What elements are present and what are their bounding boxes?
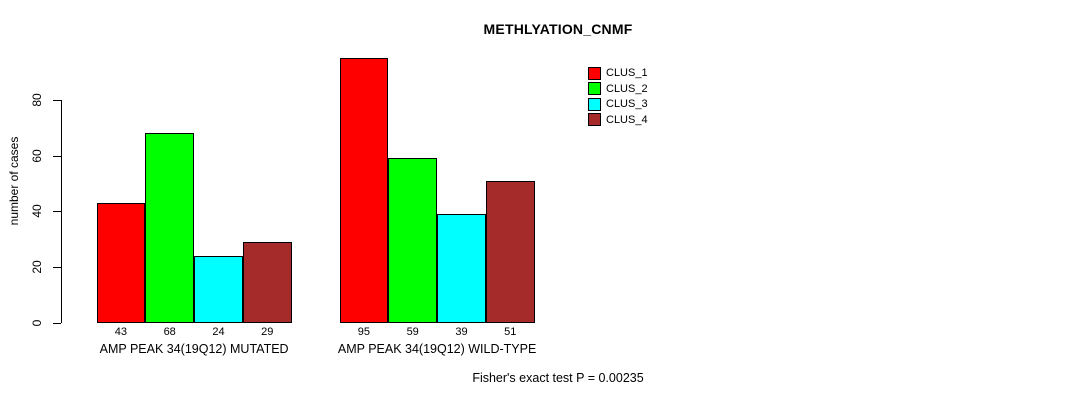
bar-value-label: 29 bbox=[261, 325, 274, 338]
legend-swatch-clus_2 bbox=[588, 82, 601, 95]
y-axis-label: number of cases bbox=[7, 136, 21, 226]
bar-value-label: 39 bbox=[455, 325, 468, 338]
legend-swatch-clus_3 bbox=[588, 97, 601, 111]
y-axis-tick bbox=[53, 211, 61, 213]
fisher-test-annotation: Fisher's exact test P = 0.00235 bbox=[472, 371, 644, 385]
y-axis-tick-label: 40 bbox=[30, 204, 44, 218]
group-label-2: AMP PEAK 34(19Q12) WILD-TYPE bbox=[337, 341, 537, 356]
y-axis-tick-label: 60 bbox=[30, 148, 44, 163]
chart-title: METHLYATION_CNMF bbox=[483, 21, 633, 37]
bar-clus_3-group2 bbox=[437, 214, 486, 323]
group-label-1: AMP PEAK 34(19Q12) MUTATED bbox=[99, 341, 289, 356]
bar-clus_4-group1 bbox=[242, 241, 292, 323]
bar-value-label: 95 bbox=[357, 325, 371, 338]
bar-value-label: 68 bbox=[163, 325, 176, 338]
bar-clus_2-group2 bbox=[388, 158, 438, 323]
y-axis-tick-label: 0 bbox=[30, 319, 44, 326]
y-axis-tick bbox=[53, 266, 61, 268]
legend-label-clus_1: CLUS_1 bbox=[606, 67, 648, 79]
legend-swatch-clus_1 bbox=[588, 66, 601, 80]
y-axis-tick-label: 20 bbox=[30, 260, 44, 274]
y-axis-line bbox=[60, 100, 62, 323]
bar-value-label: 43 bbox=[114, 325, 128, 338]
legend-label-clus_2: CLUS_2 bbox=[606, 82, 648, 95]
bar-clus_3-group1 bbox=[194, 255, 243, 323]
y-axis-tick-label: 80 bbox=[30, 93, 44, 107]
bar-clus_4-group2 bbox=[485, 180, 535, 323]
bar-value-label: 24 bbox=[212, 325, 225, 338]
bar-clus_1-group1 bbox=[96, 202, 146, 323]
y-axis-tick bbox=[53, 155, 61, 157]
y-axis-tick bbox=[53, 100, 61, 101]
y-axis-tick bbox=[53, 322, 61, 324]
bar-value-label: 59 bbox=[406, 325, 419, 338]
bar-clus_1-group2 bbox=[339, 58, 389, 323]
legend-label-clus_3: CLUS_3 bbox=[606, 98, 648, 110]
bar-value-label: 51 bbox=[504, 325, 517, 338]
legend-label-clus_4: CLUS_4 bbox=[606, 113, 648, 126]
legend-swatch-clus_4 bbox=[588, 113, 601, 126]
bar-clus_2-group1 bbox=[145, 133, 195, 323]
